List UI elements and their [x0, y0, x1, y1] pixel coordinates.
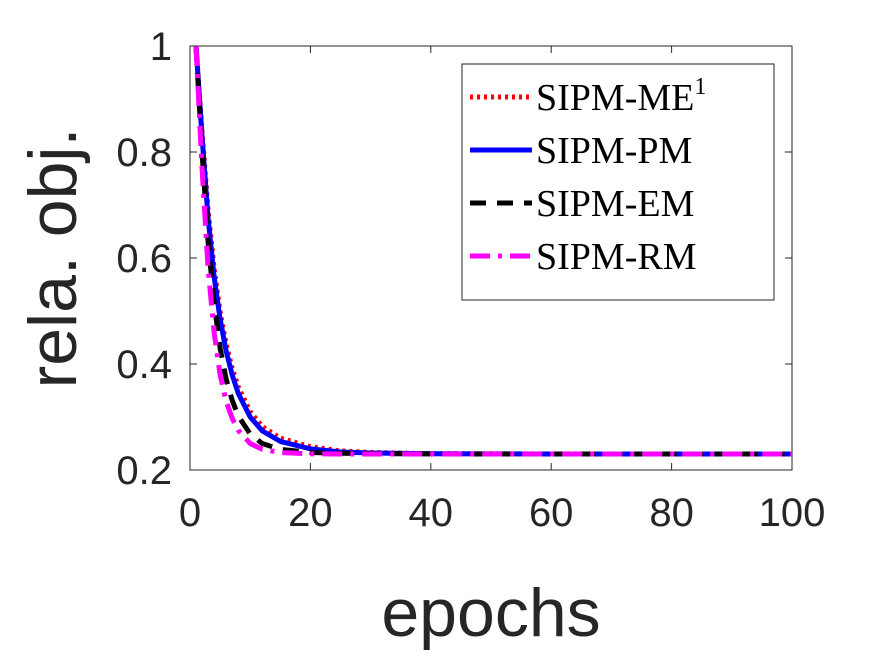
y-tick-label: 0.2 — [116, 449, 172, 493]
legend: SIPM-ME1 SIPM-PM SIPM-EM SIPM-RM — [461, 63, 775, 301]
series-layer — [193, 46, 792, 457]
legend-label-sipm-me: SIPM-ME1 — [536, 74, 706, 119]
series-line-sipm-rm — [193, 46, 792, 457]
x-tick-label: 40 — [409, 491, 454, 535]
legend-label-sipm-em: SIPM-EM — [536, 183, 694, 225]
series-line-sipm-em — [193, 46, 792, 457]
legend-superscript: 1 — [694, 74, 706, 100]
x-tick-label: 20 — [288, 491, 333, 535]
x-tick-label: 60 — [529, 491, 574, 535]
x-tick-label: 0 — [179, 491, 201, 535]
legend-box — [461, 63, 775, 301]
y-tick-label: 0.6 — [116, 237, 172, 281]
legend-label-sipm-rm: SIPM-RM — [536, 236, 697, 278]
x-tick-label: 80 — [649, 491, 694, 535]
x-axis-label: epochs — [381, 575, 600, 651]
y-tick-label: 0.8 — [116, 131, 172, 175]
tick-marks — [189, 45, 793, 471]
x-tick-labels: 0 20 40 60 80 100 — [179, 491, 826, 535]
legend-label-sipm-pm: SIPM-PM — [536, 130, 692, 172]
y-tick-labels: 0.2 0.4 0.6 0.8 1 — [116, 25, 172, 493]
y-axis-label: rela. obj. — [15, 128, 91, 389]
y-tick-label: 1 — [150, 25, 172, 69]
x-tick-label: 100 — [759, 491, 826, 535]
y-tick-label: 0.4 — [116, 343, 172, 387]
